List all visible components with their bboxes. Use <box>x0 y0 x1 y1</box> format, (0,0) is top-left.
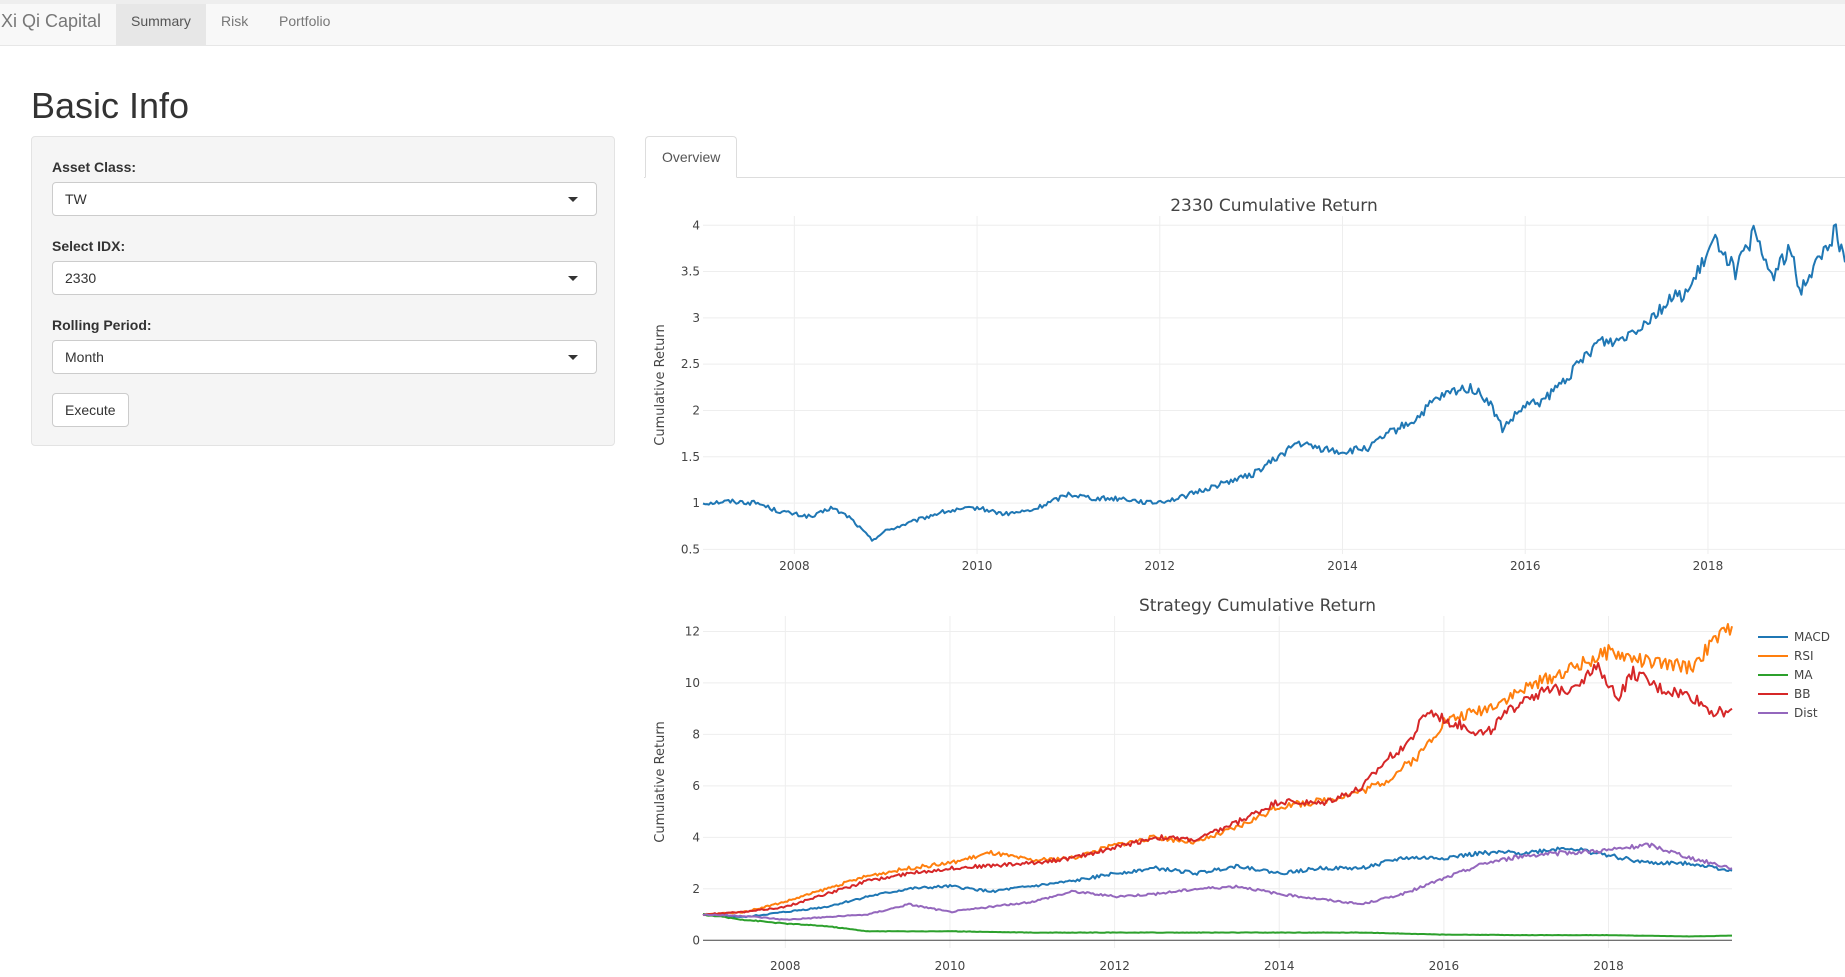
legend-item[interactable]: MACD <box>1794 630 1830 644</box>
nav-tab-portfolio-label: Portfolio <box>279 13 331 29</box>
rolling-period-value: Month <box>65 349 104 365</box>
chevron-down-icon <box>568 355 578 360</box>
y-tick-label: 2 <box>692 882 700 896</box>
asset-class-value: TW <box>65 191 87 207</box>
series-line-bb[interactable] <box>702 662 1733 917</box>
navbar: Xi Qi Capital Summary Risk Portfolio <box>0 0 1845 46</box>
main-tabs: Overview <box>644 136 1845 178</box>
asset-class-label: Asset Class: <box>52 159 137 175</box>
x-tick-label: 2018 <box>1693 559 1724 573</box>
select-idx-select[interactable]: 2330 <box>52 261 597 295</box>
legend: MACD RSI MA BB Dist <box>1758 630 1830 720</box>
y-tick-label: 6 <box>692 779 700 793</box>
x-tick-label: 2012 <box>1099 959 1130 973</box>
x-tick-label: 2008 <box>770 959 801 973</box>
y-tick-label: 0.5 <box>681 542 700 556</box>
x-tick-label: 2016 <box>1429 959 1460 973</box>
y-tick-label: 2.5 <box>681 357 700 371</box>
series-line-macd[interactable] <box>702 846 1733 919</box>
y-tick-label: 1 <box>692 496 700 510</box>
x-tick-label: 2008 <box>779 559 810 573</box>
page-title: Basic Info <box>31 85 190 126</box>
y-tick-label: 2 <box>692 403 700 417</box>
legend-item[interactable]: BB <box>1794 687 1810 701</box>
y-tick-label: 4 <box>692 830 700 844</box>
rolling-period-select[interactable]: Month <box>52 340 597 374</box>
nav-tab-summary-label: Summary <box>131 13 191 29</box>
y-tick-label: 0 <box>692 933 700 947</box>
chevron-down-icon <box>568 197 578 202</box>
rolling-period-label: Rolling Period: <box>52 317 152 333</box>
x-tick-label: 2010 <box>962 559 993 573</box>
x-tick-label: 2018 <box>1593 959 1624 973</box>
nav-tab-summary[interactable]: Summary <box>116 4 206 46</box>
chart-1: 2330 Cumulative Return Cumulative Return 2… <box>653 196 1845 573</box>
asset-class-select[interactable]: TW <box>52 182 597 216</box>
chart-2: Strategy Cumulative Return Cumulative Ret… <box>653 596 1830 973</box>
y-tick-label: 4 <box>692 218 700 232</box>
series-line-rsi[interactable] <box>702 623 1733 916</box>
nav-tab-risk-label: Risk <box>221 13 249 29</box>
tab-overview[interactable]: Overview <box>645 136 738 178</box>
y-tick-label: 12 <box>685 624 700 638</box>
chart-title: Strategy Cumulative Return <box>1139 596 1376 616</box>
y-tick-label: 3 <box>692 311 700 325</box>
chart-title: 2330 Cumulative Return <box>1170 196 1378 216</box>
x-tick-label: 2014 <box>1327 559 1358 573</box>
y-tick-label: 10 <box>685 676 700 690</box>
series-line[interactable] <box>702 223 1845 542</box>
legend-item[interactable]: MA <box>1794 668 1813 682</box>
y-tick-label: 3.5 <box>681 265 700 279</box>
navbar-topline <box>0 0 1845 4</box>
legend-item[interactable]: Dist <box>1794 706 1818 720</box>
y-axis-label: Cumulative Return <box>653 721 668 842</box>
y-tick-label: 1.5 <box>681 450 700 464</box>
x-tick-label: 2012 <box>1145 559 1176 573</box>
tab-overview-label: Overview <box>662 149 721 165</box>
select-idx-label: Select IDX: <box>52 238 126 254</box>
select-idx-value: 2330 <box>65 270 97 286</box>
y-axis-label: Cumulative Return <box>653 324 668 445</box>
sidebar-panel: Asset Class: TW Select IDX: 2330 Rolling… <box>31 136 615 446</box>
nav-tab-risk[interactable]: Risk <box>206 4 268 46</box>
series-line-dist[interactable] <box>702 842 1733 921</box>
brand-title[interactable]: Xi Qi Capital <box>1 11 102 31</box>
chevron-down-icon <box>568 276 578 281</box>
series-line-ma[interactable] <box>702 913 1732 938</box>
x-tick-label: 2014 <box>1264 959 1295 973</box>
x-tick-label: 2010 <box>935 959 966 973</box>
y-tick-label: 8 <box>692 727 700 741</box>
legend-item[interactable]: RSI <box>1794 649 1814 663</box>
nav-tab-portfolio[interactable]: Portfolio <box>264 4 360 46</box>
x-tick-label: 2016 <box>1510 559 1541 573</box>
execute-button[interactable]: Execute <box>52 393 129 427</box>
